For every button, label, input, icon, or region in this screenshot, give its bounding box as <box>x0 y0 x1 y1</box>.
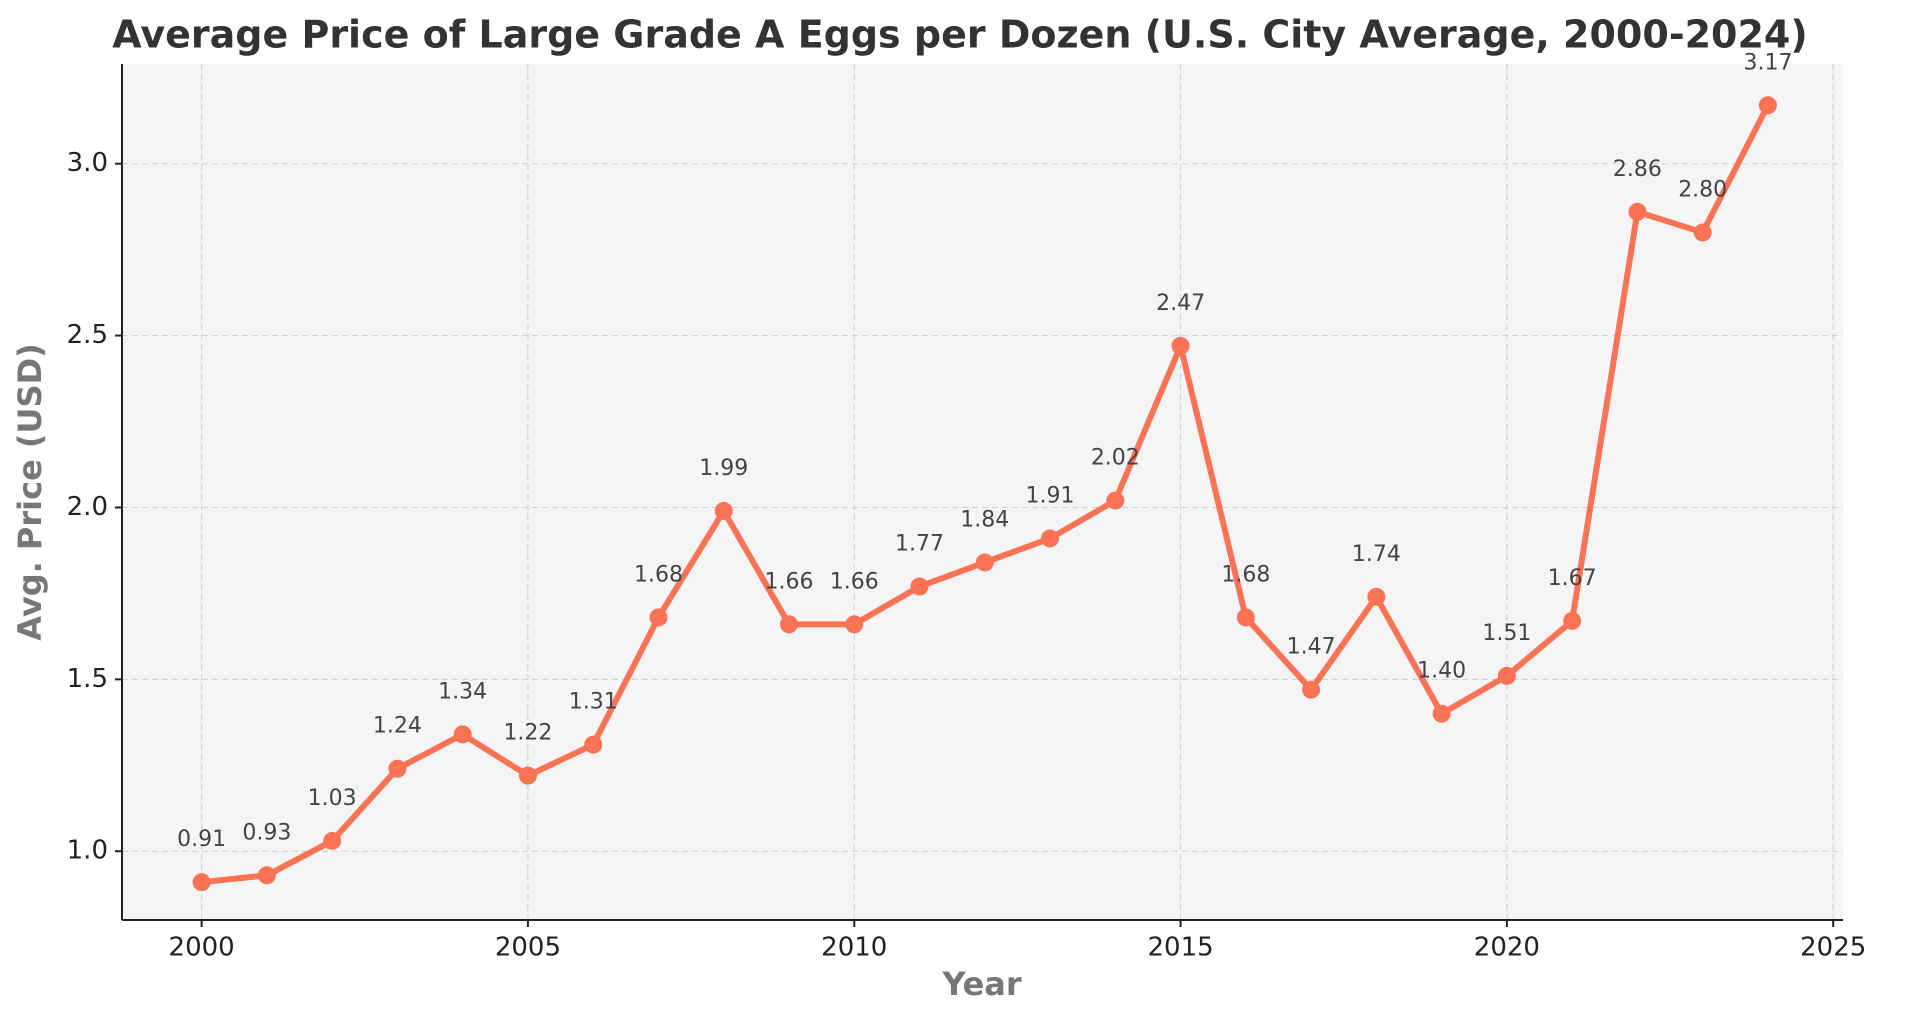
point <box>910 577 929 596</box>
point <box>1302 680 1321 699</box>
value-label: 1.51 <box>1482 621 1531 646</box>
point <box>518 766 537 785</box>
value-label: 1.24 <box>373 714 422 739</box>
x-tick-label: 2015 <box>1147 933 1213 963</box>
x-axis-label: Year <box>941 965 1022 1003</box>
x-tick-label: 2000 <box>169 933 235 963</box>
value-label: 0.91 <box>177 827 226 852</box>
value-label: 1.31 <box>569 690 618 715</box>
point <box>192 873 211 892</box>
point <box>1563 611 1582 630</box>
y-tick-label: 1.5 <box>67 664 108 694</box>
point <box>1236 608 1255 627</box>
y-axis-label: Avg. Price (USD) <box>11 343 49 641</box>
x-tick-label: 2010 <box>821 933 887 963</box>
value-label: 1.66 <box>830 569 879 594</box>
point <box>1628 202 1647 221</box>
value-label: 1.66 <box>765 569 814 594</box>
value-label: 1.22 <box>503 721 552 746</box>
x-tick-label: 2005 <box>495 933 561 963</box>
value-label: 2.86 <box>1613 157 1662 182</box>
point <box>1497 666 1516 685</box>
point <box>1693 223 1712 242</box>
value-label: 2.02 <box>1091 446 1140 471</box>
value-label: 1.34 <box>438 679 487 704</box>
point <box>649 608 668 627</box>
point <box>779 615 798 634</box>
y-tick-label: 1.0 <box>67 836 108 866</box>
point <box>257 866 276 885</box>
y-tick-label: 3.0 <box>67 148 108 178</box>
value-label: 1.68 <box>1221 562 1270 587</box>
point <box>1367 587 1386 606</box>
value-label: 0.93 <box>242 820 291 845</box>
value-label: 1.77 <box>895 532 944 557</box>
point <box>1758 96 1777 115</box>
value-label: 1.40 <box>1417 659 1466 684</box>
value-label: 1.91 <box>1026 483 1075 508</box>
point <box>1106 491 1125 510</box>
value-label: 1.99 <box>699 456 748 481</box>
value-label: 1.03 <box>308 786 357 811</box>
value-label: 1.67 <box>1548 566 1597 591</box>
marks: 0.91 0.93 1.03 1.24 1.34 1.22 1.31 1.68 1.99 1.66… <box>177 50 1792 892</box>
value-label: 1.47 <box>1287 635 1336 660</box>
point <box>1171 336 1190 355</box>
chart-title: Average Price of Large Grade A Eggs per … <box>112 13 1807 57</box>
value-label: 2.47 <box>1156 291 1205 316</box>
value-label: 2.80 <box>1678 177 1727 202</box>
point <box>323 831 342 850</box>
value-label: 1.68 <box>634 562 683 587</box>
y-tick-label: 2.5 <box>67 320 108 350</box>
point <box>1432 704 1451 723</box>
value-label: 3.17 <box>1743 50 1792 75</box>
point <box>1041 529 1060 548</box>
x-tick-label: 2025 <box>1800 933 1866 963</box>
plot-area <box>122 64 1843 920</box>
point <box>845 615 864 634</box>
value-label: 1.84 <box>960 507 1009 532</box>
x-tick-label: 2020 <box>1474 933 1540 963</box>
point <box>453 725 472 744</box>
value-label: 1.74 <box>1352 542 1401 567</box>
point <box>388 759 407 778</box>
point <box>975 553 994 572</box>
point <box>584 735 603 754</box>
y-tick-label: 2.0 <box>67 492 108 522</box>
grid <box>122 64 1843 920</box>
point <box>714 501 733 520</box>
